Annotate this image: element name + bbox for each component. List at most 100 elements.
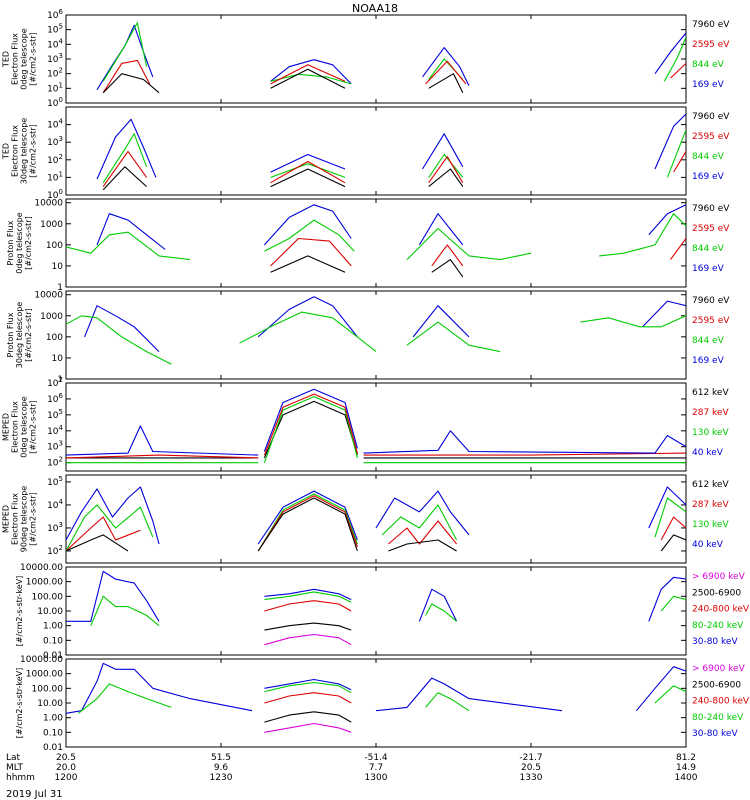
- legend-entry: 2500-6900: [692, 680, 741, 690]
- series-3-line: [270, 255, 346, 273]
- axis-row-value: 20.5: [521, 763, 541, 773]
- series-3-line: [102, 166, 147, 191]
- series-3-line: [388, 539, 457, 552]
- y-tick-label: 102: [47, 456, 63, 469]
- y-tick-label: 1000: [40, 220, 63, 230]
- axis-row-value: 1300: [365, 773, 388, 783]
- axis-row-value: 14.9: [676, 763, 696, 773]
- series-1-line: [270, 163, 346, 178]
- series-2-line: [264, 692, 352, 704]
- series-2-line: [264, 600, 352, 612]
- legend-entry: 240-800 keV: [692, 697, 750, 707]
- series-2-line: [388, 520, 458, 545]
- series-0-line: [422, 133, 464, 170]
- series-2-line: [660, 516, 686, 541]
- legend-entry: 844 eV: [692, 60, 725, 70]
- y-tick-label: 10000.00: [20, 563, 63, 573]
- legend-entry: 40 keV: [692, 540, 724, 550]
- axis-row-value: 7.7: [369, 763, 383, 773]
- series-1-line: [381, 504, 458, 541]
- legend-entry: 2595 eV: [692, 224, 730, 234]
- series-3-line: [270, 68, 346, 89]
- series-0-line: [654, 113, 686, 170]
- series-0-line: [418, 588, 458, 622]
- series-2-line: [270, 160, 346, 184]
- series-0-line: [418, 213, 464, 246]
- y-tick-label: 104: [47, 498, 63, 511]
- y-tick-label: 102: [47, 67, 63, 80]
- series-2-line: [102, 150, 148, 187]
- series-0-line: [270, 153, 346, 173]
- series-1-line: [428, 153, 464, 178]
- y-tick-label: 104: [47, 424, 63, 437]
- y-tick-label: 0.10: [43, 728, 63, 738]
- series-3-line: [270, 168, 346, 188]
- y-tick-label: 0.01: [43, 651, 63, 661]
- series-0-line: [96, 118, 157, 180]
- legend-entry: 7960 eV: [692, 296, 730, 306]
- series-1-line: [90, 595, 160, 627]
- series-3-line: [431, 259, 464, 278]
- series-1-line: [66, 231, 191, 261]
- series-0-line: [422, 47, 470, 87]
- y-tick-label: 0.10: [43, 636, 63, 646]
- series-2-line: [257, 495, 358, 552]
- series-2-line: [263, 393, 358, 456]
- series-0-line: [654, 32, 686, 75]
- axis-row-value: -51.4: [364, 753, 388, 763]
- y-axis-label: [#/cm2-s-str-keV]: [15, 576, 24, 647]
- legend-entry: 7960 eV: [692, 204, 730, 214]
- panel-ted-electron-30deg: 100 101 102 103 104 TEDElectron Flux30deg tel…: [2, 106, 730, 201]
- series-1-line: [66, 504, 154, 552]
- y-axis-label: TEDElectron Flux30deg telescope[#/cm2-s-…: [2, 118, 38, 185]
- series-1-line: [66, 315, 172, 365]
- y-tick-label: 10: [52, 262, 64, 272]
- series-0-line: [648, 576, 686, 622]
- series-0-line: [264, 588, 352, 601]
- series-2-line: [363, 452, 686, 456]
- series-2-line: [425, 60, 467, 85]
- series-0-line: [270, 59, 352, 85]
- y-axis-label: Proton Flux0deg telescope[#/cm2-s-str]: [6, 212, 33, 273]
- series-1-line: [406, 227, 532, 261]
- axis-row-label: Lat: [6, 753, 21, 763]
- series-1-line: [425, 692, 470, 712]
- series-1-line: [264, 591, 352, 603]
- series-3-line: [257, 497, 358, 552]
- panel-meped-proton-90deg: 0.01 0.10 1.00 10.00 100.00 1000.00 10000.00 [#…: [15, 655, 750, 753]
- y-tick-label: 103: [47, 521, 63, 534]
- y-tick-label: 103: [47, 135, 63, 148]
- panel-frame: [65, 14, 687, 104]
- panel-meped-proton-0deg: 0.01 0.10 1.00 10.00 100.00 1000.00 10000.00 [#…: [15, 563, 750, 661]
- series-2-line: [270, 237, 352, 267]
- series-2-line: [431, 244, 464, 267]
- y-tick-label: 100: [47, 96, 63, 109]
- y-tick-label: 107: [47, 376, 63, 389]
- series-0-line: [635, 666, 686, 712]
- series-2-line: [66, 516, 141, 552]
- legend-entry: 169 eV: [692, 356, 725, 366]
- series-2-line: [670, 63, 686, 79]
- chart-title: NOAA18: [352, 2, 398, 15]
- panel-frame: [65, 290, 687, 380]
- legend-entry: 30-80 keV: [692, 729, 738, 739]
- axis-row-value: 20.0: [56, 763, 76, 773]
- series-3-line: [660, 534, 686, 552]
- series-1-line: [654, 685, 686, 704]
- y-tick-label: 1000: [40, 312, 63, 322]
- series-group: [66, 662, 686, 733]
- series-0-line: [264, 678, 352, 691]
- y-tick-label: 104: [47, 37, 63, 50]
- y-tick-label: 104: [47, 118, 63, 131]
- series-1-line: [270, 73, 352, 85]
- series-0-line: [66, 662, 253, 714]
- series-0-line: [648, 486, 686, 529]
- legend-entry: 2595 eV: [692, 316, 730, 326]
- series-group: [66, 204, 686, 278]
- series-0-line: [257, 490, 358, 545]
- series-1-line: [663, 37, 686, 82]
